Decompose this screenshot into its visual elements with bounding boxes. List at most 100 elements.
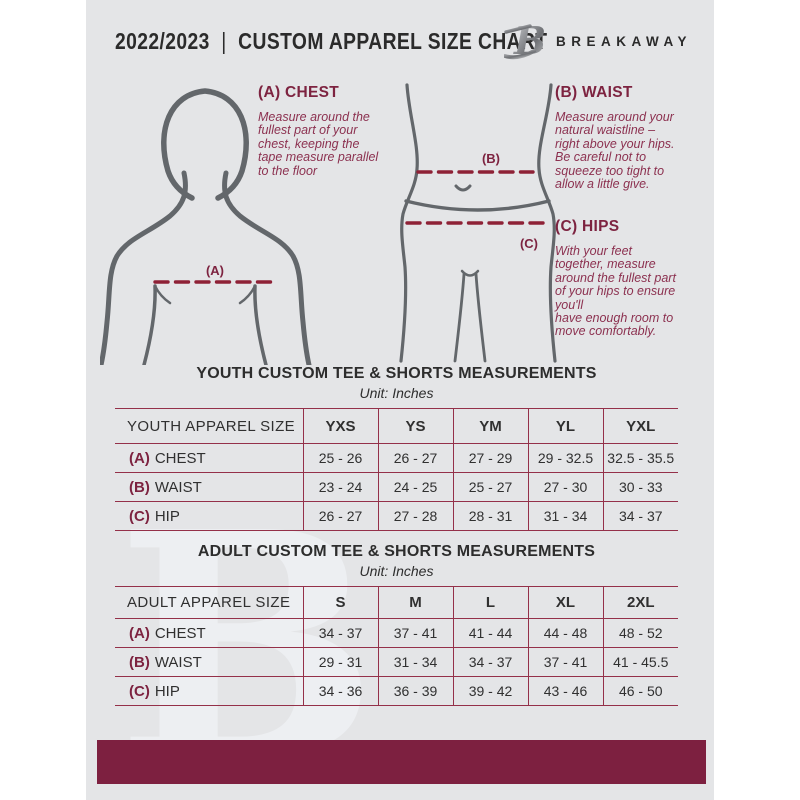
hip-marker-label: (C) (520, 236, 538, 251)
brand-name: BREAKAWAY (556, 34, 693, 49)
hips-guide-heading: (C) HIPS (555, 218, 620, 235)
cell-value: 23 - 24 (302, 472, 378, 502)
youth-header-row: YOUTH APPAREL SIZE YXS YS YM YL YXL (115, 408, 678, 444)
cell-value: 37 - 41 (377, 618, 453, 648)
youth-unit-label: Unit: Inches (359, 385, 434, 401)
cell-value: 27 - 28 (377, 501, 453, 531)
waist-guide-heading: (B) WAIST (555, 84, 633, 101)
hip-waistline-curve (404, 199, 551, 212)
head-outline (161, 88, 249, 201)
waist-guide-text: Measure around your natural waistline – … (555, 110, 675, 192)
size-col-header: YXS (302, 408, 378, 444)
youth-size-header-cell: YOUTH APPAREL SIZE (115, 408, 303, 444)
row-label: CHEST (154, 624, 206, 642)
youth-table-title: YOUTH CUSTOM TEE & SHORTS MEASUREMENTS (196, 365, 597, 382)
adult-header-row: ADULT APPAREL SIZE S M L XL 2XL (115, 586, 678, 619)
cell-value: 34 - 37 (452, 647, 528, 677)
left-armpit-notch (153, 284, 172, 305)
size-col-header: 2XL (602, 586, 678, 619)
size-col-header: L (452, 586, 528, 619)
row-prefix: (C) (129, 507, 150, 525)
left-inner-leg-line (453, 272, 466, 363)
cell-value: 26 - 27 (377, 443, 453, 473)
right-inner-arm-line (253, 284, 268, 365)
adult-size-header-cell: ADULT APPAREL SIZE (115, 586, 303, 619)
cell-value: 27 - 30 (527, 472, 603, 502)
left-torso-leg-outline (399, 83, 419, 363)
hips-guide: (C) HIPS With your feet together, measur… (555, 218, 714, 339)
lower-body-figure: (B) (C) (399, 83, 557, 363)
cell-value: 37 - 41 (527, 647, 603, 677)
cell-value: 25 - 26 (302, 443, 378, 473)
youth-size-table: YOUTH APPAREL SIZE YXS YS YM YL YXL (A) C… (115, 408, 678, 531)
cell-value: 29 - 31 (302, 647, 378, 677)
table-row: (C) HIP 26 - 27 27 - 28 28 - 31 31 - 34 3… (115, 501, 678, 531)
season-label: 2022/2023 (115, 28, 210, 54)
chest-guide-heading: (A) CHEST (258, 84, 340, 101)
cell-value: 39 - 42 (452, 676, 528, 706)
chest-marker-label: (A) (206, 263, 224, 278)
adult-table-title: ADULT CUSTOM TEE & SHORTS MEASUREMENTS (197, 543, 596, 560)
row-prefix: (B) (129, 478, 150, 496)
row-label: CHEST (154, 449, 206, 467)
cell-value: 30 - 33 (602, 472, 678, 502)
left-inner-arm-line (142, 284, 157, 365)
title-text: CUSTOM APPAREL SIZE CHART (238, 28, 548, 54)
row-prefix: (B) (129, 653, 150, 671)
youth-section: YOUTH CUSTOM TEE & SHORTS MEASUREMENTS U… (115, 365, 678, 531)
size-col-header: YM (452, 408, 528, 444)
size-col-header: XL (527, 586, 603, 619)
row-label: WAIST (154, 653, 202, 671)
cell-value: 48 - 52 (602, 618, 678, 648)
waist-guide: (B) WAIST Measure around your natural wa… (555, 84, 714, 191)
cell-value: 34 - 36 (302, 676, 378, 706)
hips-guide-text: With your feet together, measure around … (555, 244, 676, 339)
table-row: (C) HIP 34 - 36 36 - 39 39 - 42 43 - 46 4… (115, 676, 678, 706)
size-col-header: S (302, 586, 378, 619)
crotch-curve (460, 269, 480, 277)
cell-value: 31 - 34 (527, 501, 603, 531)
left-shoulder-arm-outline (100, 170, 188, 365)
right-shoulder-arm-outline (222, 170, 312, 365)
right-armpit-notch (238, 284, 257, 305)
row-prefix: (A) (129, 624, 150, 642)
table-row: (A) CHEST 25 - 26 26 - 27 27 - 29 29 - 32… (115, 443, 678, 473)
adult-unit-label: Unit: Inches (359, 563, 434, 579)
row-label: HIP (154, 682, 180, 700)
navel-mark (454, 184, 472, 192)
row-prefix: (A) (129, 449, 150, 467)
cell-value: 29 - 32.5 (527, 443, 603, 473)
size-col-header: YS (377, 408, 453, 444)
chest-guide: (A) CHEST Measure around the fullest par… (258, 84, 426, 178)
cell-value: 46 - 50 (602, 676, 678, 706)
cell-value: 25 - 27 (452, 472, 528, 502)
footer-bar (97, 740, 706, 784)
table-row: (A) CHEST 34 - 37 37 - 41 41 - 44 44 - 48… (115, 618, 678, 648)
cell-value: 27 - 29 (452, 443, 528, 473)
cell-value: 43 - 46 (527, 676, 603, 706)
table-row: (B) WAIST 29 - 31 31 - 34 34 - 37 37 - 41… (115, 647, 678, 677)
row-label: WAIST (154, 478, 202, 496)
cell-value: 34 - 37 (302, 618, 378, 648)
cell-value: 34 - 37 (602, 501, 678, 531)
cell-value: 24 - 25 (377, 472, 453, 502)
cell-value: 44 - 48 (527, 618, 603, 648)
right-inner-leg-line (474, 272, 487, 363)
cell-value: 36 - 39 (377, 676, 453, 706)
page-title: 2022/2023 | CUSTOM APPAREL SIZE CHART (115, 28, 547, 55)
size-col-header: YXL (602, 408, 678, 444)
cell-value: 41 - 44 (452, 618, 528, 648)
waist-marker-label: (B) (482, 151, 500, 166)
row-label: HIP (154, 507, 180, 525)
brand-lockup: B BREAKAWAY (504, 18, 714, 64)
cell-value: 28 - 31 (452, 501, 528, 531)
header: 2022/2023 | CUSTOM APPAREL SIZE CHART B (86, 0, 714, 72)
cell-value: 32.5 - 35.5 (602, 443, 678, 473)
right-torso-leg-outline (537, 83, 557, 363)
size-col-header: YL (527, 408, 603, 444)
table-row: (B) WAIST 23 - 24 24 - 25 25 - 27 27 - 30… (115, 472, 678, 502)
size-chart-page: B 2022/2023 | CUSTOM APPAREL SIZE CHART B (86, 0, 714, 800)
size-col-header: M (377, 586, 453, 619)
breakaway-b-logo-icon: B (504, 18, 546, 63)
